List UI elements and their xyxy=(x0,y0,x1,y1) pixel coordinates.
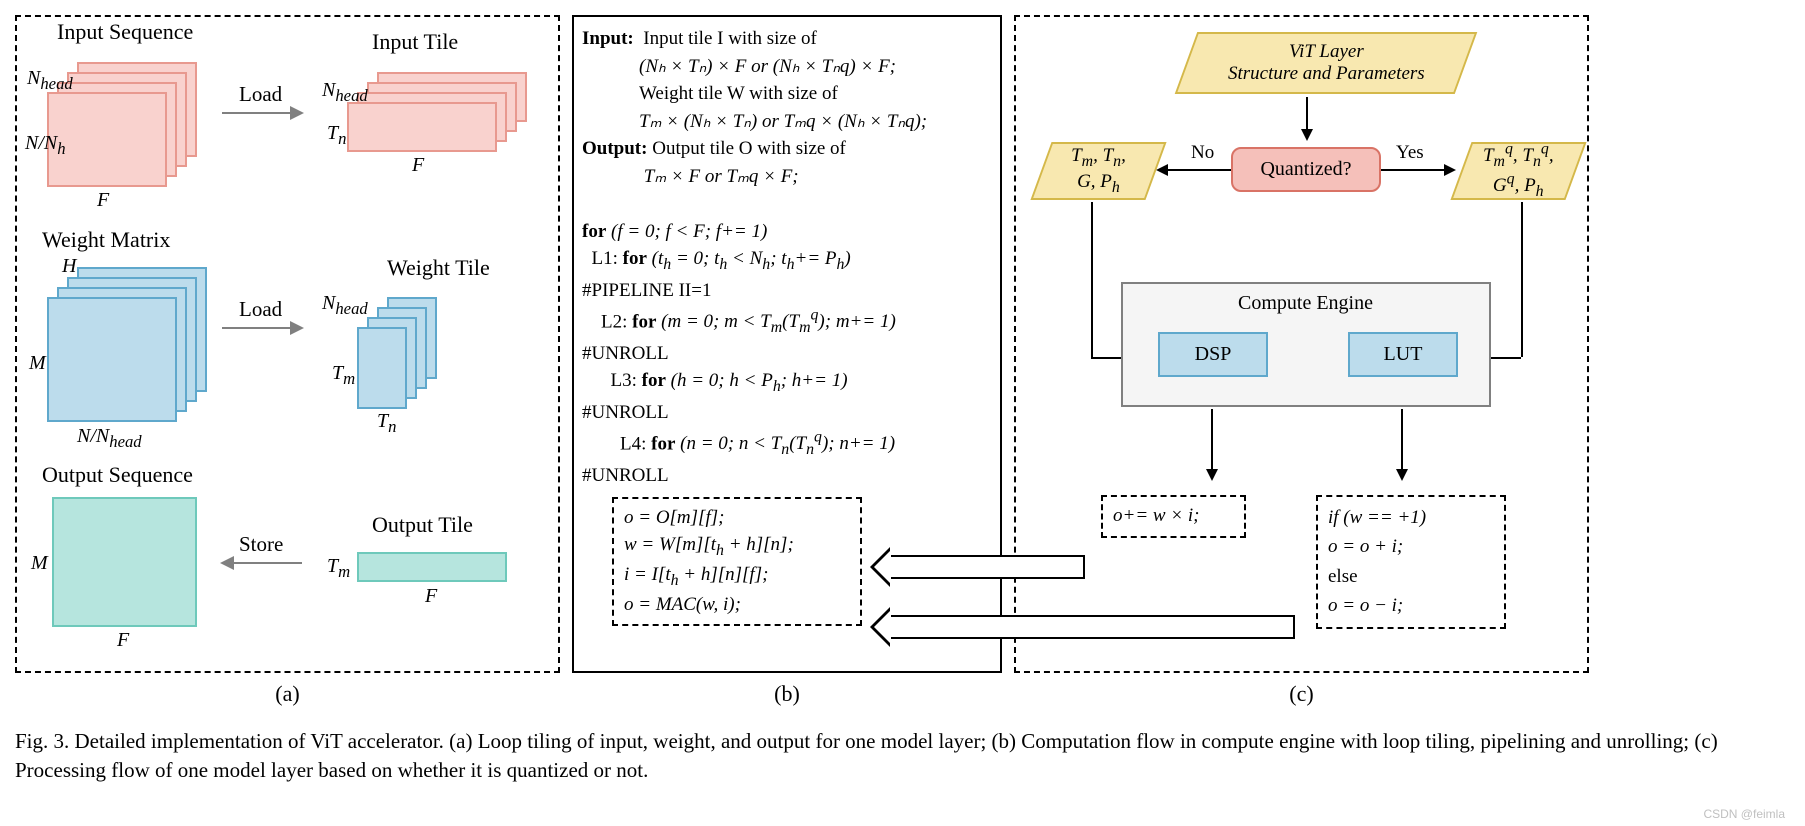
lbl-nhead2: Nhead xyxy=(322,79,368,106)
lbl-input: Input: xyxy=(582,28,634,49)
lbl-F4: F xyxy=(425,585,437,608)
label-b: (b) xyxy=(774,681,800,707)
stack-weight-tile xyxy=(357,297,467,417)
lbl-M2: M xyxy=(31,552,48,575)
code-loops: for (f = 0; f < F; f+= 1) L1: for (th = … xyxy=(582,218,992,489)
arrow-load-2 xyxy=(222,327,302,329)
panel-a-column: Input Sequence Nhead N/Nh F Load Input T… xyxy=(15,15,560,707)
lbl-nhead3: Nhead xyxy=(322,292,368,319)
panel-b-column: Input: Input tile I with size of (Nₕ × T… xyxy=(572,15,1002,707)
figure-caption: Fig. 3. Detailed implementation of ViT a… xyxy=(15,727,1790,786)
lbl-tn2: Tn xyxy=(377,410,396,437)
lbl-nhead: Nhead xyxy=(27,67,73,94)
lbl-nnhead: N/Nhead xyxy=(77,425,142,452)
lbl-M1: M xyxy=(29,352,46,375)
lbl-yes: Yes xyxy=(1396,142,1424,164)
ce-title: Compute Engine xyxy=(1238,292,1373,315)
compute-engine: Compute Engine DSP LUT xyxy=(1121,282,1491,407)
lbl-F3: F xyxy=(117,629,129,652)
left-params: Tm, Tn,G, Ph xyxy=(1030,142,1166,200)
title-input-tile: Input Tile xyxy=(372,29,458,55)
lbl-tm2: Tm xyxy=(327,555,350,582)
title-input-seq: Input Sequence xyxy=(57,19,193,45)
lbl-H: H xyxy=(62,255,76,278)
right-params: Tmq, Tnq,Gq, Ph xyxy=(1450,142,1586,200)
lbl-tn: Tn xyxy=(327,122,346,149)
rect-output-tile xyxy=(357,552,507,582)
arrow-store xyxy=(222,562,302,564)
title-output-seq: Output Sequence xyxy=(42,462,193,488)
lbl-store: Store xyxy=(239,532,283,557)
lbl-tm1: Tm xyxy=(332,362,355,389)
vit-layer-text: ViT LayerStructure and Parameters xyxy=(1228,41,1425,85)
mac-box: o = O[m][f]; w = W[m][th + h][n]; i = I[… xyxy=(612,497,862,626)
dsp-code: o+= w × i; xyxy=(1101,495,1246,538)
lut-code: if (w == +1) o = o + i; else o = o − i; xyxy=(1316,495,1506,629)
lbl-load-1: Load xyxy=(239,82,282,107)
stack-weight xyxy=(47,267,217,427)
lbl-f1: F xyxy=(97,189,109,212)
code-input-block: Input: Input tile I with size of (Nₕ × T… xyxy=(582,25,992,218)
watermark: CSDN @feimla xyxy=(1703,807,1785,821)
lbl-nnh: N/Nh xyxy=(25,132,66,159)
label-a: (a) xyxy=(275,681,299,707)
stack-input-tile xyxy=(347,72,527,182)
arrow-lut-down xyxy=(1401,409,1403,479)
arrow-vit-down xyxy=(1306,97,1308,139)
vit-layer-block: ViT LayerStructure and Parameters xyxy=(1175,32,1478,94)
rect-output-seq xyxy=(52,497,197,627)
panel-c: ViT LayerStructure and Parameters Quanti… xyxy=(1014,15,1589,673)
lbl-output: Output: xyxy=(582,138,647,159)
figure-row: Input Sequence Nhead N/Nh F Load Input T… xyxy=(15,15,1790,707)
lut-box: LUT xyxy=(1348,332,1458,377)
arrow-dsp-down xyxy=(1211,409,1213,479)
lbl-load-2: Load xyxy=(239,297,282,322)
title-weight-tile: Weight Tile xyxy=(387,255,490,281)
panel-a: Input Sequence Nhead N/Nh F Load Input T… xyxy=(15,15,560,673)
label-c: (c) xyxy=(1289,681,1313,707)
decision-quantized: Quantized? xyxy=(1231,147,1381,192)
arrow-load-1 xyxy=(222,112,302,114)
dsp-box: DSP xyxy=(1158,332,1268,377)
panel-c-column: ViT LayerStructure and Parameters Quanti… xyxy=(1014,15,1589,707)
lbl-f2: F xyxy=(412,154,424,177)
title-output-tile: Output Tile xyxy=(372,512,473,538)
lbl-no: No xyxy=(1191,142,1214,164)
title-weight-matrix: Weight Matrix xyxy=(42,227,170,253)
